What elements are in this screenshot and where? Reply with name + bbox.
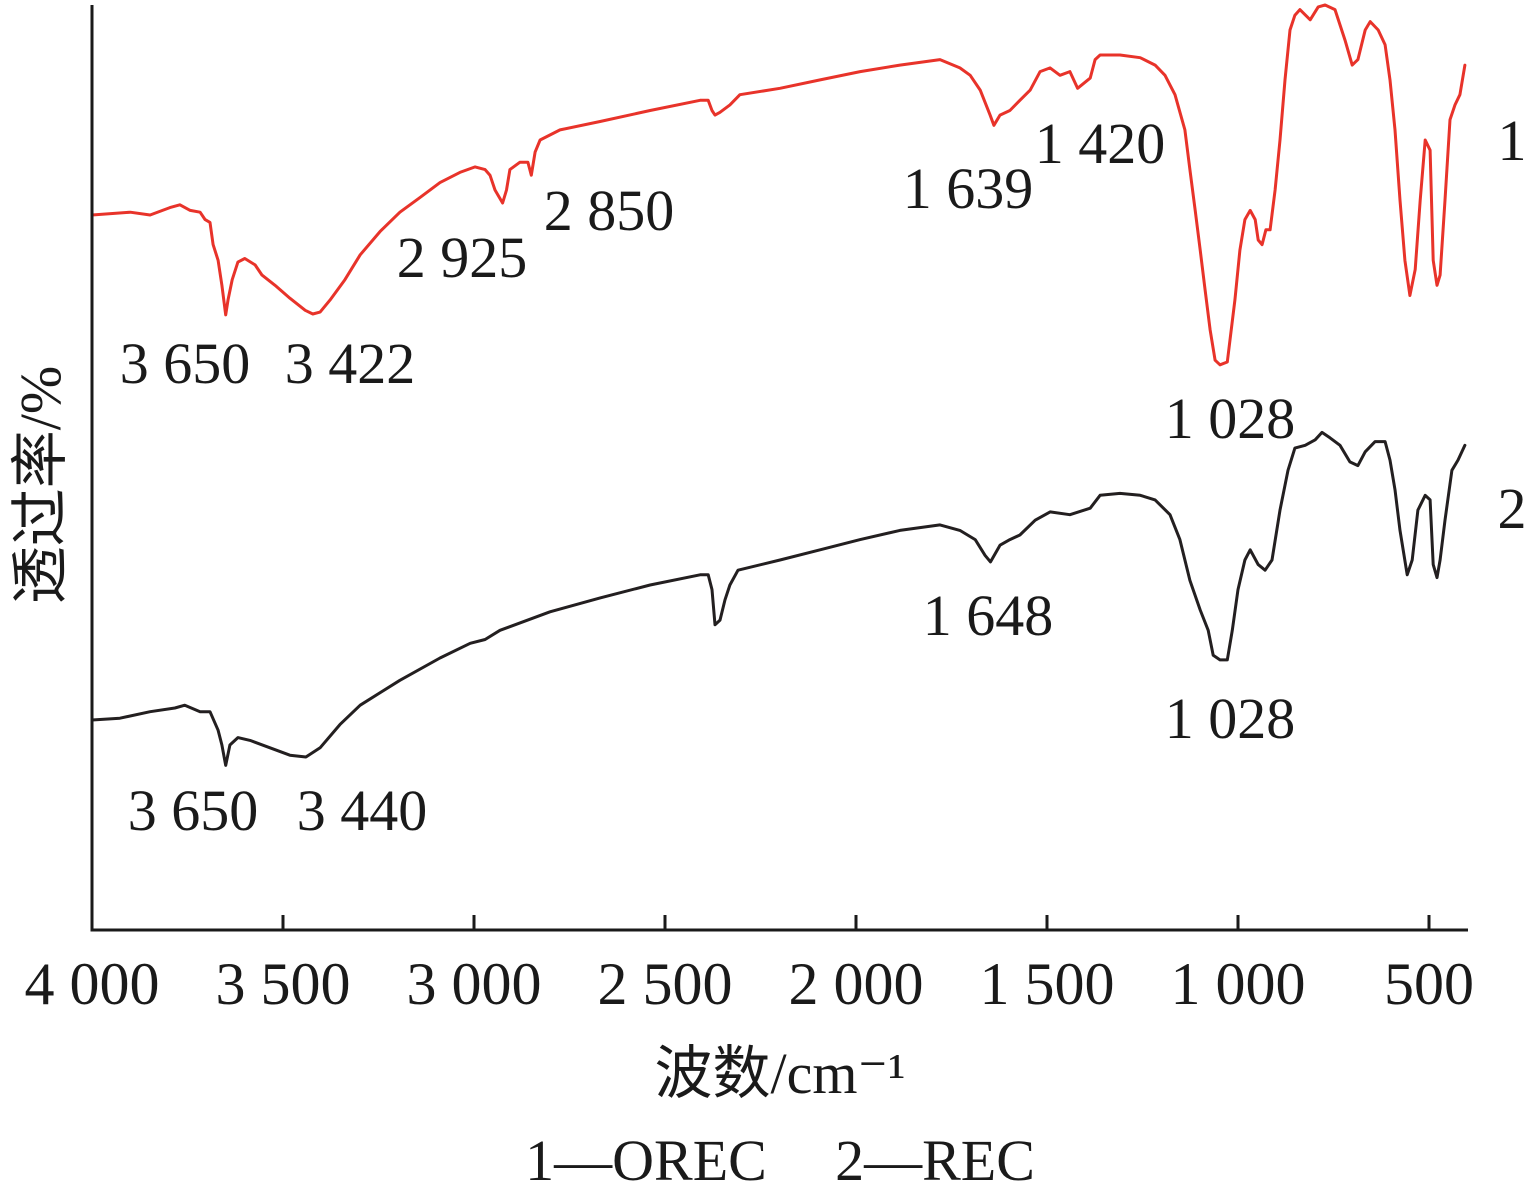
peak-label: 1 028 <box>1165 386 1296 451</box>
x-tick-label: 3 000 <box>407 951 542 1017</box>
x-tick-label: 3 500 <box>216 951 351 1017</box>
peak-label: 1 648 <box>923 583 1054 648</box>
x-tick-label: 500 <box>1384 951 1474 1017</box>
y-axis-title: 透过率/% <box>8 366 73 604</box>
x-tick-label: 4 000 <box>25 951 160 1017</box>
spectrum-curves <box>90 3 1467 767</box>
series-label: 1 <box>1498 108 1527 173</box>
x-tick-label: 2 000 <box>789 951 924 1017</box>
series-label: 2 <box>1498 476 1527 541</box>
peak-label: 1 420 <box>1035 111 1166 176</box>
peak-label: 3 440 <box>297 778 428 843</box>
x-tick-label: 1 500 <box>980 951 1115 1017</box>
peak-label: 3 650 <box>120 331 251 396</box>
peak-label: 3 422 <box>285 331 416 396</box>
peak-label: 1 028 <box>1165 686 1296 751</box>
legend-entry: 1—OREC <box>525 1128 767 1189</box>
series-2-line <box>90 430 1467 767</box>
peak-label: 1 639 <box>903 156 1034 221</box>
peak-label: 2 925 <box>397 225 528 290</box>
legend-entry: 2—REC <box>835 1128 1035 1189</box>
x-axis-ticks: 4 000 3 500 3 000 2 500 2 000 1 500 1 000 500 <box>25 915 1474 1017</box>
x-axis-title: 波数/cm⁻¹ <box>655 1041 906 1106</box>
x-tick-label: 1 000 <box>1171 951 1306 1017</box>
series-1-line <box>90 3 1467 367</box>
peak-label: 2 850 <box>544 178 675 243</box>
peak-label: 3 650 <box>128 778 259 843</box>
x-tick-label: 2 500 <box>598 951 733 1017</box>
